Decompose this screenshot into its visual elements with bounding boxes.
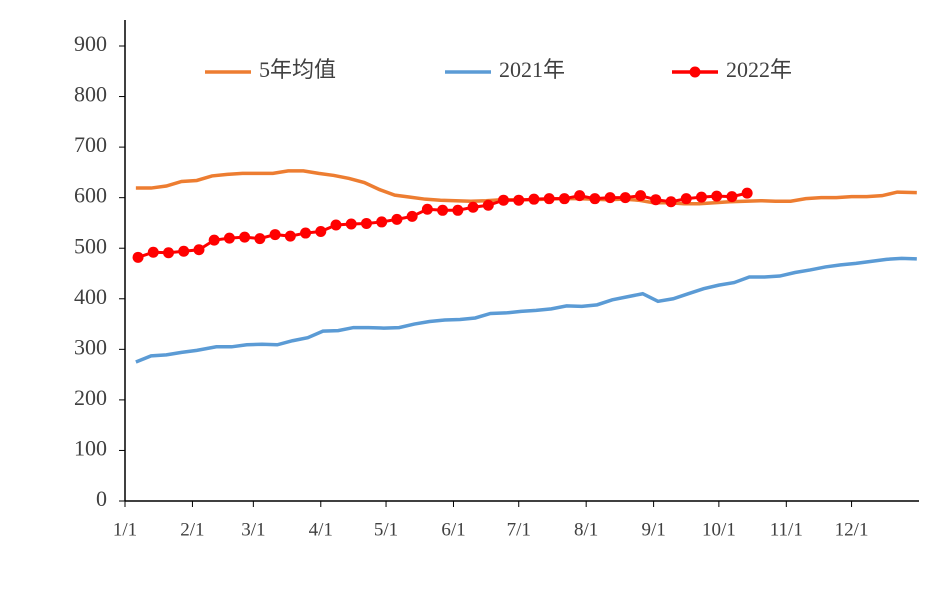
marker (330, 219, 342, 231)
line (135, 256, 917, 364)
y-tick-label: 800 (74, 82, 107, 107)
marker (178, 245, 190, 257)
marker (665, 196, 677, 208)
y-tick-label: 0 (96, 486, 107, 511)
y-tick-label: 300 (74, 334, 107, 359)
y-tick-label: 200 (74, 385, 107, 410)
marker (589, 193, 601, 205)
x-tick-label: 2/1 (180, 519, 204, 540)
marker (163, 247, 175, 259)
marker (360, 217, 372, 229)
marker (421, 203, 433, 215)
marker (467, 201, 479, 213)
marker (604, 192, 616, 204)
marker (543, 193, 555, 205)
marker (376, 216, 388, 228)
x-tick-label: 7/1 (507, 519, 531, 540)
marker (498, 194, 510, 206)
x-tick-label: 9/1 (641, 519, 665, 540)
x-tick-label: 11/1 (770, 519, 803, 540)
x-tick-label: 3/1 (241, 519, 265, 540)
marker (269, 229, 281, 241)
marker (513, 194, 525, 206)
y-tick-label: 100 (74, 435, 107, 460)
x-tick-label: 12/1 (835, 519, 869, 540)
marker (680, 193, 692, 205)
y-tick-label: 900 (74, 31, 107, 56)
marker (208, 234, 220, 246)
y-tick-label: 700 (74, 132, 107, 157)
marker (193, 244, 205, 256)
legend-label: 5年均值 (259, 57, 336, 82)
x-tick-label: 4/1 (309, 519, 333, 540)
marker (284, 230, 296, 242)
marker (635, 190, 647, 202)
marker (391, 213, 403, 225)
marker (239, 231, 251, 243)
x-tick-label: 1/1 (113, 519, 137, 540)
marker (132, 251, 144, 263)
marker (452, 204, 464, 216)
marker (711, 190, 723, 202)
x-tick-label: 6/1 (441, 519, 465, 540)
marker (147, 246, 159, 258)
marker (254, 233, 266, 245)
y-tick-label: 500 (74, 233, 107, 258)
x-tick-label: 5/1 (374, 519, 398, 540)
marker (726, 191, 738, 203)
marker (619, 192, 631, 204)
marker (223, 232, 235, 244)
marker (528, 193, 540, 205)
marker (695, 191, 707, 203)
y-tick-label: 600 (74, 183, 107, 208)
marker (741, 187, 753, 199)
x-tick-label: 10/1 (702, 519, 736, 540)
legend-label: 2021年 (499, 57, 565, 82)
marker (300, 227, 312, 239)
marker (650, 194, 662, 206)
marker (406, 210, 418, 222)
marker (345, 218, 357, 230)
marker (482, 199, 494, 211)
legend-label: 2022年 (726, 57, 792, 82)
marker (558, 193, 570, 205)
x-tick-label: 8/1 (574, 519, 598, 540)
marker (574, 190, 586, 202)
legend-marker (689, 66, 701, 78)
y-tick-label: 400 (74, 284, 107, 309)
marker (315, 226, 327, 238)
marker (437, 204, 449, 216)
